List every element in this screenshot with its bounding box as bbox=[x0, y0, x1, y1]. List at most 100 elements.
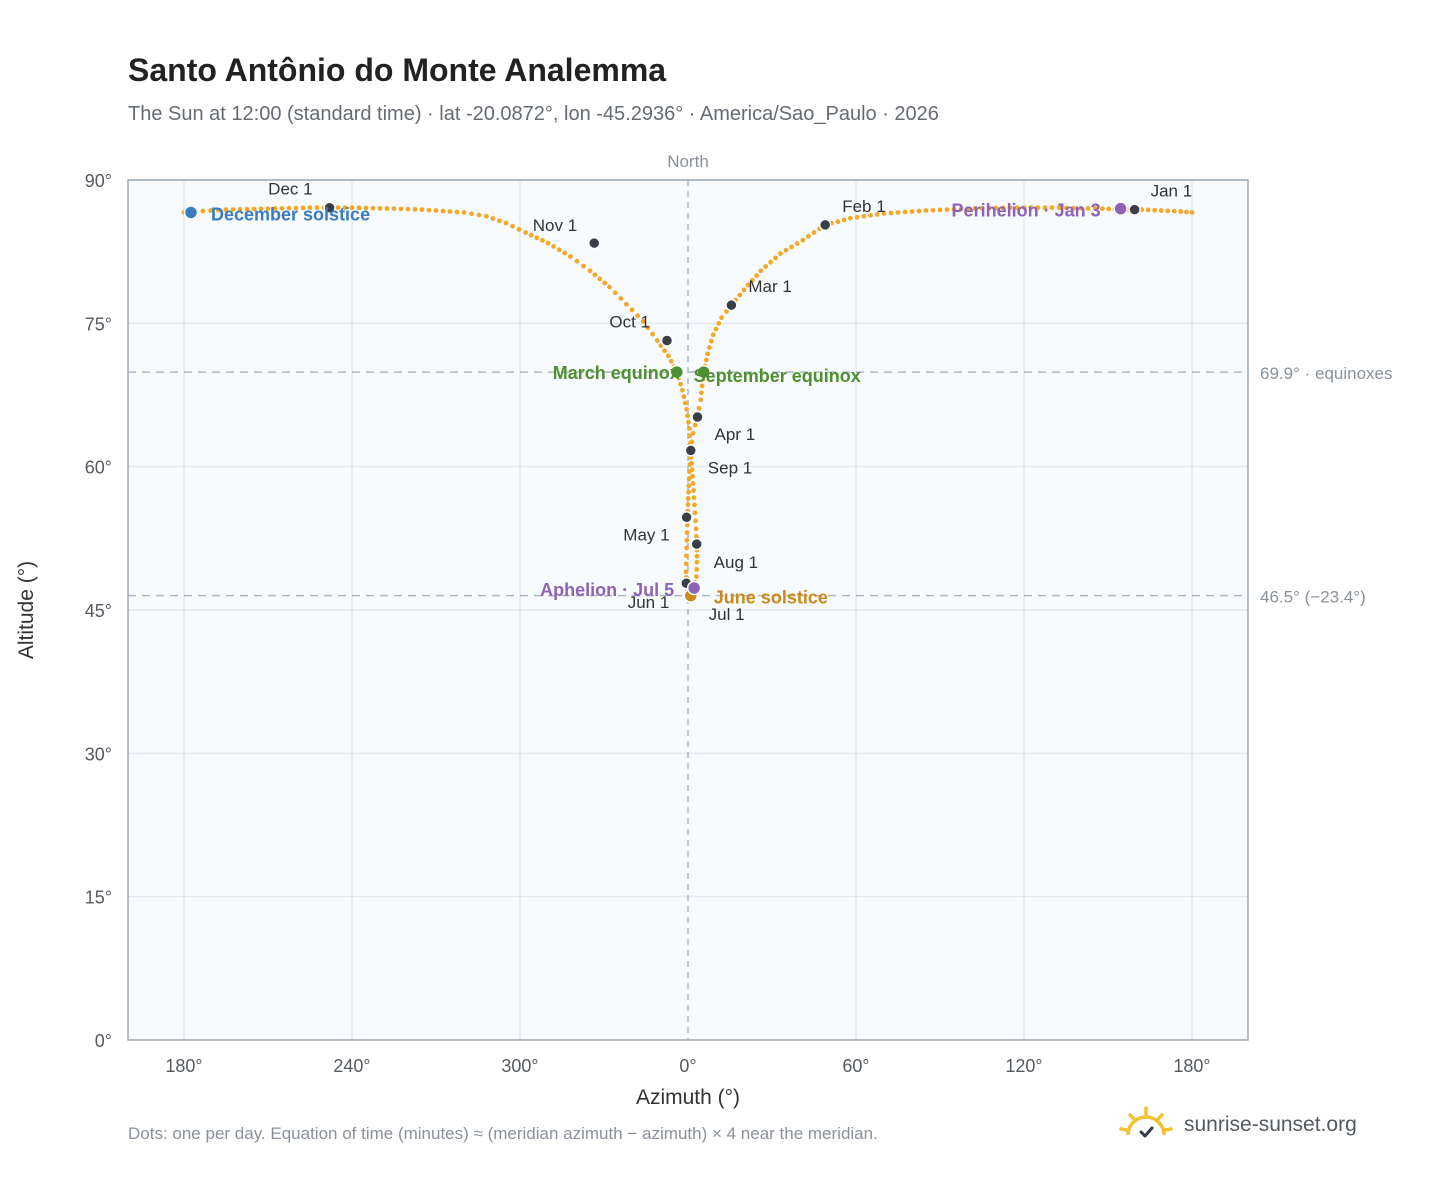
y-tick-label: 30° bbox=[85, 744, 112, 764]
daily-dot bbox=[1145, 207, 1151, 213]
daily-dot bbox=[258, 206, 264, 212]
daily-dot bbox=[545, 240, 551, 246]
daily-dot bbox=[698, 397, 703, 403]
daily-dot bbox=[687, 426, 692, 431]
daily-dot bbox=[503, 220, 509, 226]
daily-dot bbox=[692, 422, 698, 428]
daily-dot bbox=[629, 307, 635, 313]
daily-dot bbox=[680, 387, 685, 393]
daily-dot bbox=[534, 235, 540, 241]
daily-dot bbox=[750, 277, 755, 283]
month-marker-dot bbox=[725, 298, 738, 312]
daily-dot bbox=[645, 325, 651, 331]
daily-dot bbox=[265, 206, 271, 212]
daily-dot bbox=[568, 254, 573, 259]
daily-dot bbox=[773, 255, 778, 261]
daily-dot bbox=[737, 292, 743, 298]
daily-dot bbox=[370, 205, 376, 211]
daily-dot bbox=[581, 263, 586, 269]
event-marker-dot bbox=[183, 205, 199, 220]
x-axis-title: Azimuth (°) bbox=[636, 1086, 740, 1109]
daily-dot bbox=[279, 205, 285, 211]
daily-dot bbox=[476, 212, 482, 218]
month-marker-dot bbox=[1128, 203, 1141, 216]
event-marker-label: March equinox bbox=[553, 363, 680, 383]
daily-dot bbox=[516, 226, 522, 232]
daily-dot bbox=[705, 351, 710, 357]
month-marker-label: Mar 1 bbox=[748, 277, 791, 296]
x-tick-label: 180° bbox=[165, 1056, 202, 1076]
daily-dot bbox=[1021, 205, 1027, 211]
daily-dot bbox=[562, 250, 568, 256]
month-marker-dot bbox=[684, 444, 698, 457]
daily-dot bbox=[754, 273, 759, 278]
daily-dot bbox=[1152, 207, 1158, 213]
daily-dot bbox=[314, 205, 320, 211]
event-marker-dot bbox=[686, 580, 702, 596]
daily-dot bbox=[551, 244, 556, 249]
daily-dot bbox=[806, 233, 811, 239]
brand-logo[interactable]: sunrise-sunset.org bbox=[1118, 1100, 1357, 1150]
daily-dot bbox=[685, 495, 691, 501]
daily-dot bbox=[335, 205, 341, 211]
daily-dot bbox=[683, 561, 689, 567]
daily-dot bbox=[800, 237, 806, 243]
daily-dot bbox=[592, 272, 598, 278]
month-marker-dot bbox=[587, 236, 601, 250]
daily-dot bbox=[1165, 208, 1171, 214]
daily-dot bbox=[666, 353, 671, 359]
daily-dot bbox=[1014, 205, 1020, 211]
daily-dot bbox=[972, 206, 978, 211]
daily-dot bbox=[1064, 205, 1069, 211]
north-label: North bbox=[667, 152, 709, 171]
daily-dot bbox=[686, 483, 692, 489]
daily-dot bbox=[597, 276, 603, 282]
x-tick-label: 120° bbox=[1005, 1056, 1042, 1076]
brand-name[interactable]: sunrise-sunset.org bbox=[1184, 1113, 1357, 1136]
daily-dot bbox=[713, 326, 719, 332]
month-marker-label: Apr 1 bbox=[715, 425, 756, 444]
event-marker-label: Aphelion · Jul 5 bbox=[540, 580, 674, 600]
daily-dot bbox=[1056, 205, 1062, 211]
daily-dot bbox=[640, 319, 646, 324]
daily-dot bbox=[200, 208, 206, 214]
y-tick-label: 15° bbox=[85, 888, 112, 908]
daily-dot bbox=[687, 462, 693, 467]
daily-dot bbox=[794, 241, 800, 246]
daily-dot bbox=[707, 345, 712, 350]
daily-dot bbox=[624, 301, 629, 307]
daily-dot bbox=[662, 348, 668, 354]
daily-dot bbox=[1000, 205, 1006, 211]
daily-dot bbox=[244, 206, 250, 212]
daily-dot bbox=[612, 290, 618, 296]
daily-dot bbox=[1085, 205, 1091, 211]
x-tick-label: 240° bbox=[333, 1056, 370, 1076]
daily-dot bbox=[811, 230, 817, 235]
daily-dot bbox=[719, 315, 724, 320]
daily-dot bbox=[1049, 205, 1055, 211]
daily-dot bbox=[682, 400, 688, 406]
daily-dot bbox=[778, 251, 783, 256]
daily-dot bbox=[484, 213, 489, 219]
event-marker-dot bbox=[1113, 201, 1128, 216]
event-marker-label: June solstice bbox=[714, 588, 828, 608]
daily-dot bbox=[763, 264, 769, 269]
daily-dot bbox=[523, 230, 528, 235]
daily-dot bbox=[923, 208, 929, 213]
daily-dot bbox=[716, 320, 722, 326]
daily-dot bbox=[687, 469, 692, 475]
daily-dot bbox=[1042, 205, 1048, 211]
daily-dot bbox=[909, 209, 915, 214]
daily-dot bbox=[602, 280, 608, 286]
daily-dot bbox=[694, 574, 699, 579]
daily-dot bbox=[607, 284, 612, 290]
daily-dot bbox=[895, 210, 901, 215]
daily-dot bbox=[1007, 205, 1013, 211]
month-marker-dot bbox=[690, 537, 703, 551]
analemma-curve bbox=[181, 205, 1195, 599]
daily-dot bbox=[888, 210, 894, 216]
daily-dot bbox=[741, 287, 747, 293]
event-marker-dot bbox=[669, 364, 685, 380]
daily-dot bbox=[208, 208, 214, 213]
daily-dot bbox=[684, 545, 689, 551]
